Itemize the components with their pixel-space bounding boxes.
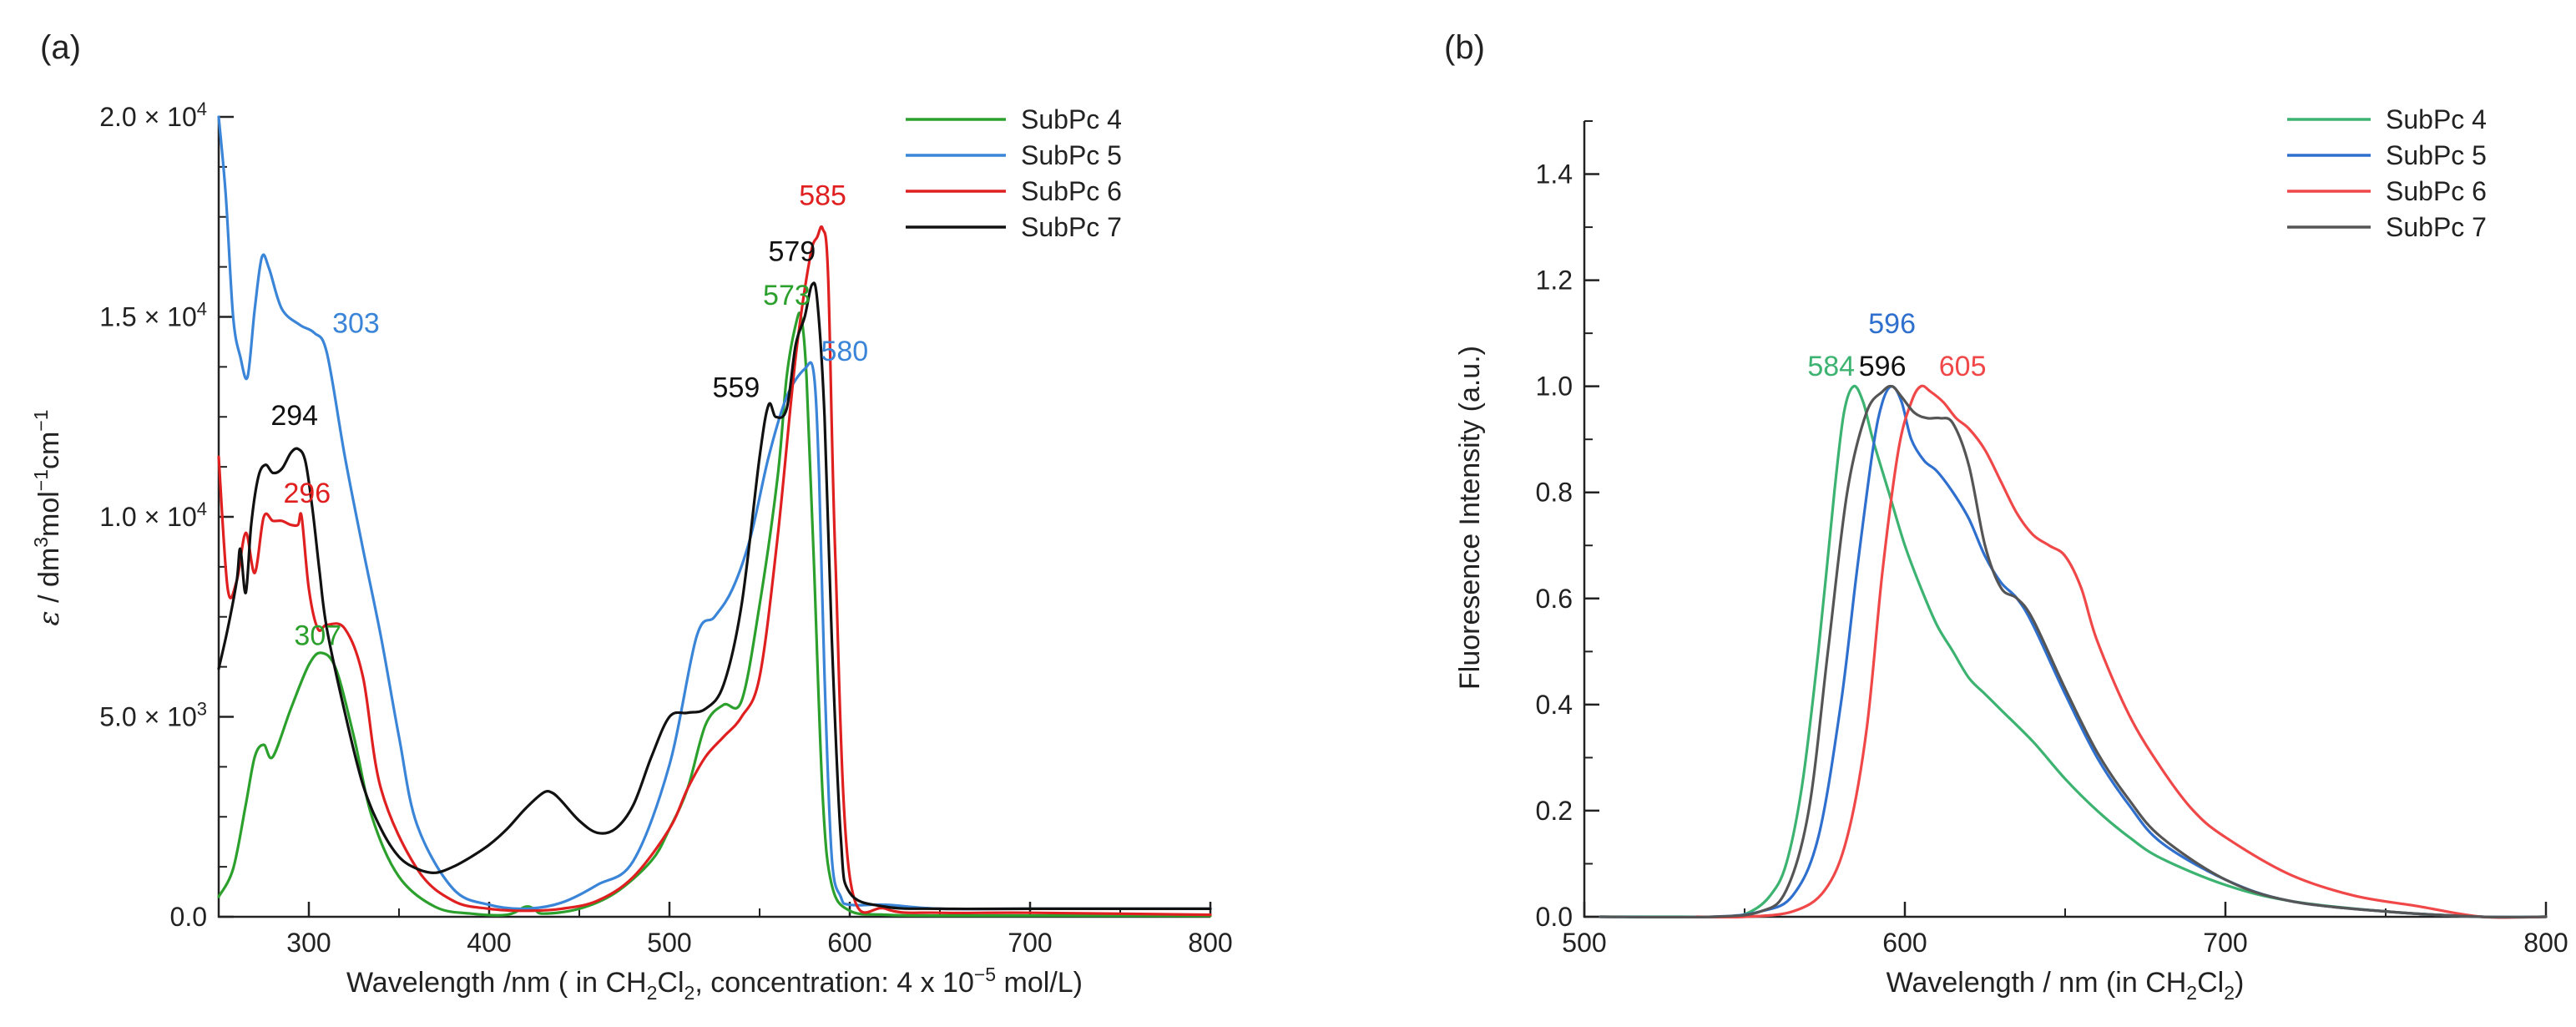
panel-b-y-ticks: 0.0 0.2 0.4 0.6 0.8 1.0 1.2 1.4 <box>1536 120 1599 932</box>
panel-b-x-ticks: 500 600 700 800 <box>1562 902 2568 958</box>
panel-b-legend: SubPc 4 SubPc 5 SubPc 6 SubPc 7 <box>2287 104 2487 242</box>
x-tick-label: 600 <box>827 928 871 958</box>
x-tick-label: 400 <box>467 928 511 958</box>
legend-label: SubPc 4 <box>1021 104 1122 134</box>
peak-annotation: 584 <box>1807 351 1855 382</box>
x-tick-label: 500 <box>647 928 691 958</box>
legend-label: SubPc 7 <box>1021 212 1122 242</box>
panel-a-y-axis-label: ε / dm3mol−1cm−1 <box>30 409 66 625</box>
peak-annotation: 307 <box>294 620 341 651</box>
x-tick-label: 800 <box>1188 928 1232 958</box>
y-tick-label: 0.4 <box>1536 690 1573 720</box>
panel-a-series <box>217 115 1212 918</box>
panel-a-annotations: 303 294 296 307 585 579 573 580 559 <box>270 180 868 651</box>
y-tick-label: 0.0 <box>170 902 207 932</box>
x-tick-label: 700 <box>1008 928 1052 958</box>
series-line-subpc-6 <box>1695 384 2548 919</box>
y-tick-label: 1.2 <box>1536 266 1573 296</box>
peak-annotation: 294 <box>270 400 318 432</box>
peak-annotation: 596 <box>1868 308 1916 340</box>
y-tick-label: 1.0 <box>1536 372 1573 402</box>
peak-annotation: 573 <box>763 280 811 311</box>
y-tick-label: 1.5 × 104 <box>99 299 207 332</box>
series-line-subpc-5 <box>217 115 1212 911</box>
panel-a-x-ticks: 300 400 500 600 700 800 <box>218 902 1233 958</box>
y-tick-label: 0.8 <box>1536 478 1573 508</box>
x-tick-label: 700 <box>2203 928 2247 958</box>
peak-annotation: 296 <box>283 478 331 509</box>
panel-a-x-axis-label: Wavelength /nm ( in CH2Cl2, concentratio… <box>346 964 1083 1004</box>
legend-label: SubPc 5 <box>2386 140 2487 170</box>
x-tick-label: 300 <box>286 928 331 958</box>
series-line-subpc-7 <box>217 281 1212 911</box>
panel-a-absorption-chart: (a) 0.0 5.0 × 103 1.0 × 104 1.5 × 104 2.0 × … <box>30 29 1233 1004</box>
series-line-subpc-6 <box>217 225 1212 917</box>
peak-annotation: 579 <box>769 235 816 267</box>
peak-annotation: 605 <box>1939 351 1987 382</box>
peak-annotation: 596 <box>1859 351 1907 382</box>
x-tick-label: 600 <box>1882 928 1927 958</box>
legend-label: SubPc 7 <box>2386 212 2487 242</box>
series-line-subpc-5 <box>1599 385 2548 919</box>
y-tick-label: 2.0 × 104 <box>99 99 207 132</box>
series-line-subpc-4 <box>1599 384 2548 919</box>
y-tick-label: 0.2 <box>1536 796 1573 826</box>
y-tick-label: 1.0 × 104 <box>99 498 207 532</box>
panel-b-series <box>1599 384 2548 919</box>
peak-annotation: 303 <box>332 308 380 340</box>
series-line-subpc-7 <box>1599 384 2548 919</box>
legend-label: SubPc 6 <box>2386 176 2487 206</box>
x-tick-label: 800 <box>2523 928 2568 958</box>
panel-a-label: (a) <box>40 29 81 66</box>
peak-annotation: 580 <box>821 336 868 367</box>
legend-label: SubPc 5 <box>1021 140 1122 170</box>
panel-a-legend: SubPc 4 SubPc 5 SubPc 6 SubPc 7 <box>906 104 1122 242</box>
peak-annotation: 585 <box>799 180 846 211</box>
panel-a-y-ticks: 0.0 5.0 × 103 1.0 × 104 1.5 × 104 2.0 × 104 <box>99 99 234 932</box>
y-tick-label: 0.0 <box>1536 902 1573 932</box>
peak-annotation: 559 <box>713 372 760 403</box>
y-tick-label: 5.0 × 103 <box>99 699 207 732</box>
panel-b-fluorescence-chart: (b) 0.0 0.2 0.4 0.6 0.8 1.0 1.2 1.4 500 600 700 80… <box>1444 29 2568 1004</box>
panel-b-label: (b) <box>1444 29 1485 66</box>
legend-label: SubPc 6 <box>1021 176 1122 206</box>
legend-label: SubPc 4 <box>2386 104 2487 134</box>
panel-b-y-axis-label: Fluoresence Intensity (a.u.) <box>1454 346 1486 690</box>
panel-b-x-axis-label: Wavelength / nm (in CH2Cl2) <box>1887 967 2245 1004</box>
x-tick-label: 500 <box>1562 928 1606 958</box>
y-tick-label: 0.6 <box>1536 584 1573 614</box>
y-tick-label: 1.4 <box>1536 159 1573 190</box>
